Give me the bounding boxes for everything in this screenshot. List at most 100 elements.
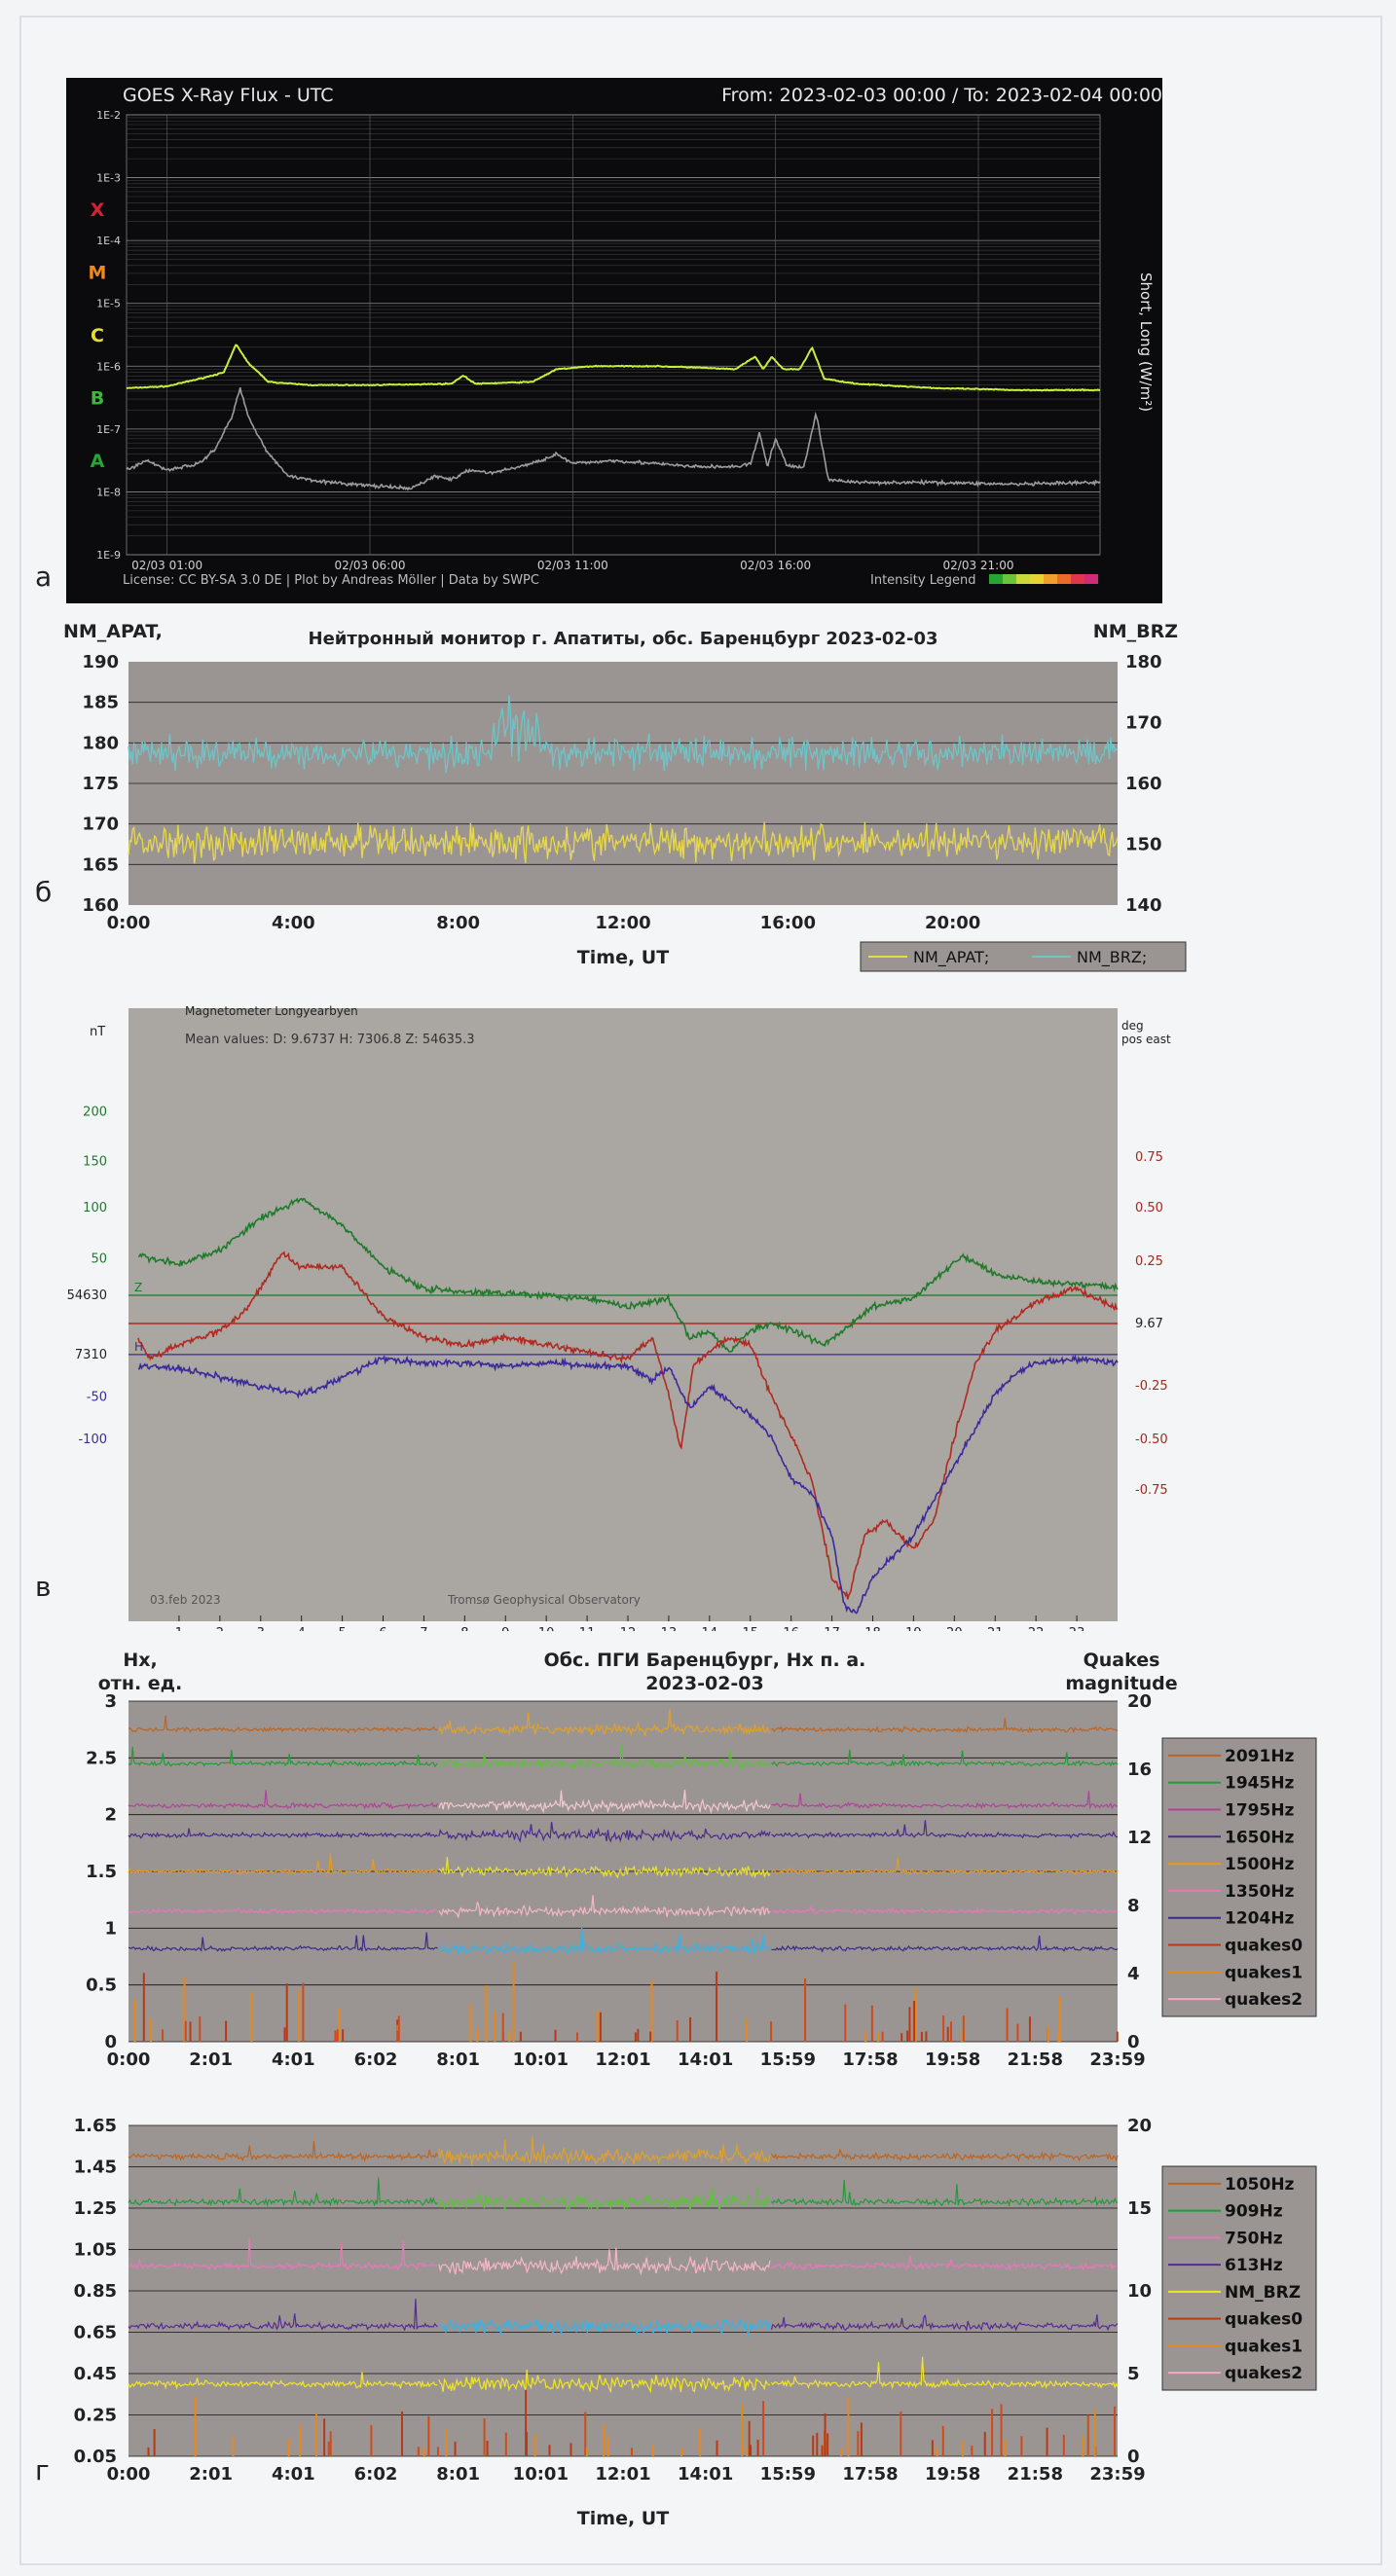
neutron-y-tick-left: 160 xyxy=(82,895,119,916)
ulf1-title-2: 2023-02-03 xyxy=(645,1673,764,1694)
ulf-series-1795hz-a xyxy=(128,1790,439,1810)
mag-x-tick-label: 3 xyxy=(257,1626,265,1631)
ulf-series-750hz-a xyxy=(128,2238,438,2271)
mag-x-tick-label: 2 xyxy=(216,1626,224,1631)
ulf-x-tick: 14:01 xyxy=(678,2464,733,2485)
ulf-series-2091hz-a xyxy=(128,1715,438,1734)
neutron-y-tick-left: 185 xyxy=(82,693,119,713)
ulf-series-1945hz-a xyxy=(128,1746,438,1768)
ulf-y-tick-left: 2.5 xyxy=(86,1748,117,1768)
neutron-x-tick: 12:00 xyxy=(595,913,650,933)
magnetometer-chart: Magnetometer Longyearbyen Mean values: D… xyxy=(67,1004,1171,1631)
ulf-series-750hz-c xyxy=(770,2254,1119,2271)
mag-y-tick-right: -0.25 xyxy=(1135,1379,1168,1394)
goes-xray-chart: GOES X-Ray Flux - UTC From: 2023-02-03 0… xyxy=(66,78,1162,603)
mag-x-tick-label: 13 xyxy=(661,1626,678,1631)
ulf2-xlabel: Time, UT xyxy=(577,2508,669,2529)
neutron-legend: NM_APAT; NM_BRZ; xyxy=(860,941,1187,972)
ulf-x-tick: 17:58 xyxy=(842,2464,898,2485)
ulf-x-tick: 15:59 xyxy=(760,2050,816,2070)
ulf-y-tick-left: 1.5 xyxy=(86,1862,117,1882)
ulf-series-1350hz-b xyxy=(438,1895,771,1918)
goes-x-tick-label: 02/03 16:00 xyxy=(740,559,811,572)
ulf-series-1650hz-a xyxy=(128,1828,438,1839)
mag-x-tick-label: 12 xyxy=(620,1626,637,1631)
goes-y-tick-label: 1E-3 xyxy=(96,172,121,185)
mag-y-tick-left: -50 xyxy=(87,1390,107,1404)
goes-y-tick-label: 1E-2 xyxy=(96,109,121,122)
ulf-x-tick: 10:01 xyxy=(513,2050,569,2070)
neutron-y-tick-right: 140 xyxy=(1125,895,1162,916)
ulf1-title-1: Обс. ПГИ Баренцбург, Hx п. а. xyxy=(544,1650,866,1671)
ulf-x-tick: 19:58 xyxy=(925,2464,980,2485)
goes-title: GOES X-Ray Flux - UTC xyxy=(123,85,334,106)
mag-baseline-h-label: H xyxy=(134,1340,143,1354)
ulf-y-tick-left: 0.05 xyxy=(74,2447,117,2467)
ulf-legend-label-quakes2: quakes2 xyxy=(1225,1990,1303,2010)
ulf-series-613hz-b xyxy=(438,2317,771,2339)
ulf-series-750hz-b xyxy=(438,2247,771,2276)
mag-x-tick-label: 9 xyxy=(501,1626,509,1631)
mag-x-tick-label: 23 xyxy=(1069,1626,1085,1631)
ulf-series-1500hz-c xyxy=(771,1857,1119,1876)
goes-background xyxy=(66,78,1162,603)
ulf-series-1945hz-c xyxy=(771,1749,1119,1767)
goes-class-x-label: X xyxy=(91,200,105,221)
neutron-series-apat xyxy=(128,821,1119,864)
ulf-legend-label-1650hz: 1650Hz xyxy=(1225,1828,1295,1847)
ulf-series-nm_brz-c xyxy=(770,2356,1119,2390)
ulf-legend-label-1204hz: 1204Hz xyxy=(1225,1909,1295,1929)
ulf-series-1050hz-a xyxy=(128,2140,439,2162)
panel-label-b: б xyxy=(35,876,53,908)
ulf-x-tick: 21:58 xyxy=(1008,2050,1063,2070)
neutron-x-tick: 8:00 xyxy=(436,913,480,933)
ulf-legend-label-909hz: 909Hz xyxy=(1225,2202,1283,2222)
goes-x-tick-label: 02/03 21:00 xyxy=(943,559,1014,572)
ulf-legend-label-quakes1: quakes1 xyxy=(1225,2337,1303,2356)
goes-y-tick-label: 1E-5 xyxy=(96,298,121,310)
ulf-y-tick-left: 3 xyxy=(104,1691,117,1712)
neutron-title: Нейтронный монитор г. Апатиты, обс. Баре… xyxy=(309,629,938,649)
neutron-ylabel-right: NM_BRZ xyxy=(1093,621,1178,642)
ulf1-ticks: 0 0.5 1 1.5 2 2.5 3 0 4 8 12 16 20 0:00 2:01 4:01 6:02 8:… xyxy=(86,1691,1152,2070)
ulf-legend-label-quakes0: quakes0 xyxy=(1225,1937,1303,1956)
neutron-y-tick-right: 160 xyxy=(1125,774,1162,794)
ulf-legend-label-quakes0: quakes0 xyxy=(1225,2310,1303,2330)
ulf-legend-box xyxy=(1161,2165,1317,2391)
goes-class-m-label: M xyxy=(89,262,107,283)
goes-legend-swatch xyxy=(1071,574,1084,584)
mag-x-tick-label: 17 xyxy=(824,1626,840,1631)
ulf-legend-label-quakes2: quakes2 xyxy=(1225,2364,1303,2383)
ulf-series-613hz-c xyxy=(770,2314,1119,2333)
mag-series-d xyxy=(137,1251,1119,1600)
goes-range: From: 2023-02-03 00:00 / To: 2023-02-04 … xyxy=(721,85,1162,106)
mag-x-tick-label: 5 xyxy=(338,1626,346,1631)
neutron-grid xyxy=(129,702,1118,865)
ulf-series-909hz-c xyxy=(770,2179,1119,2208)
ulf-legend-label-750hz: 750Hz xyxy=(1225,2229,1283,2248)
goes-class-labels: X M C B A xyxy=(89,200,107,472)
goes-license: License: CC BY-SA 3.0 DE | Plot by Andre… xyxy=(123,573,539,588)
mag-baseline-z-label: Z xyxy=(134,1281,142,1294)
goes-legend-swatch xyxy=(1044,574,1057,584)
ulf1-ylabel-right-1: Quakes xyxy=(1084,1650,1160,1671)
goes-y-tick-label: 1E-4 xyxy=(96,235,121,247)
ulf-series-1204hz-a xyxy=(128,1932,438,1952)
goes-grid xyxy=(127,114,1100,556)
ulf1-legend: 2091Hz 1945Hz 1795Hz 1650Hz 1500Hz 1350Hz 1204… xyxy=(1161,1737,1317,2017)
goes-legend-swatch xyxy=(1057,574,1071,584)
ulf-series-1500hz-a xyxy=(128,1853,438,1875)
goes-y-tick-label: 1E-7 xyxy=(96,423,121,436)
neutron-ylabel-left: NM_APAT, xyxy=(63,621,163,642)
ulf2-series xyxy=(128,2136,1119,2456)
ulf-x-tick: 14:01 xyxy=(678,2050,733,2070)
panel-label-c: в xyxy=(35,1571,52,1603)
ulf-y-tick-right: 8 xyxy=(1127,1896,1140,1916)
neutron-y-tick-right: 150 xyxy=(1125,835,1162,855)
legend-label-nm-apat: NM_APAT; xyxy=(913,948,989,967)
goes-series-short xyxy=(126,344,1100,392)
mag-footer-date: 03.feb 2023 xyxy=(150,1593,221,1607)
neutron-y-tick-left: 190 xyxy=(82,652,119,672)
mag-x-tick-label: 20 xyxy=(946,1626,963,1631)
mag-y-tick-left: -100 xyxy=(78,1433,107,1447)
